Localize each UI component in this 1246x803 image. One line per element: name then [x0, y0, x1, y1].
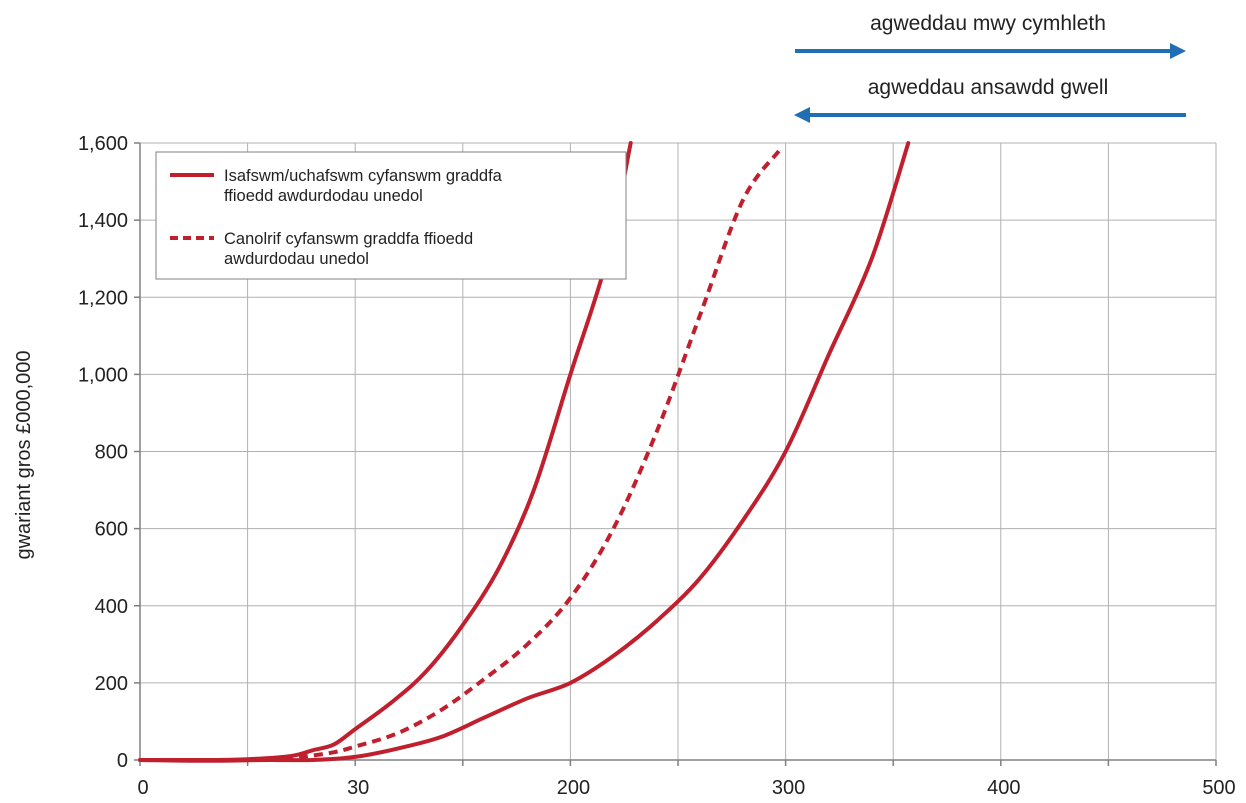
legend: Isafswm/uchafswm cyfanswm graddfa ffioed… — [155, 151, 627, 280]
x-tick-label: 0 — [137, 777, 148, 799]
legend-label-1-line-1: Isafswm/uchafswm cyfanswm graddfa — [224, 167, 503, 185]
y-axis-label: gwariant gros £000,000 — [13, 350, 35, 559]
x-tick-label: 400 — [987, 777, 1020, 799]
arrow-left-head — [794, 107, 810, 123]
arrow-top-label: agweddau mwy cymhleth — [870, 12, 1106, 35]
legend-label-2-line-2: awdurdodau unedol — [224, 250, 369, 268]
grid — [140, 142, 1217, 760]
y-tick-label: 1,600 — [78, 133, 128, 155]
x-tick-label: 500 — [1202, 777, 1235, 799]
y-tick-label: 1,200 — [78, 287, 128, 309]
series-line-3 — [268, 149, 781, 762]
y-tick-label: 600 — [95, 519, 128, 541]
arrow-bottom-label: agweddau ansawdd gwell — [868, 76, 1109, 99]
x-tick-label: 300 — [772, 777, 805, 799]
x-ticks: 0 30 200 300 400 500 — [137, 777, 1235, 799]
x-tick-label: 30 — [347, 777, 369, 799]
legend-label-2-line-1: Canolrif cyfanswm graddfa ffioedd — [224, 230, 473, 248]
y-ticks: 0 200 400 600 800 1,000 1,200 1,400 1,600 — [78, 133, 128, 772]
y-tick-label: 200 — [95, 673, 128, 695]
legend-label-1-line-2: ffioedd awdurdodau unedol — [224, 187, 423, 205]
series-lines — [138, 141, 911, 763]
series-line-2 — [138, 141, 911, 763]
arrow-annotations: agweddau mwy cymhleth agweddau ansawdd g… — [794, 12, 1186, 123]
x-tick-label: 200 — [557, 777, 590, 799]
y-tick-label: 400 — [95, 596, 128, 618]
y-tick-label: 800 — [95, 442, 128, 464]
legend-box — [155, 151, 627, 280]
y-tick-label: 0 — [117, 750, 128, 772]
y-tick-label: 1,400 — [78, 210, 128, 232]
y-tick-label: 1,000 — [78, 364, 128, 386]
arrow-right-head — [1170, 43, 1186, 59]
